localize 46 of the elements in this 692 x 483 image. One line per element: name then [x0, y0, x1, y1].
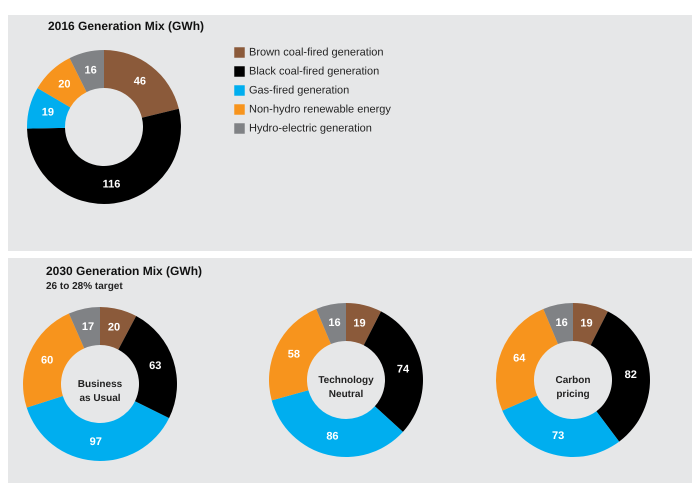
data-label: 20 — [108, 322, 120, 334]
donut-slice — [104, 50, 179, 118]
data-label: 63 — [149, 360, 162, 372]
donut-slice — [316, 303, 346, 344]
data-label: 82 — [624, 368, 637, 381]
donut-slice — [27, 108, 181, 204]
data-label: 73 — [552, 430, 564, 442]
donut-slice — [68, 307, 100, 348]
chart-subtitle: 26 to 28% target — [46, 281, 124, 292]
donut-slice — [573, 303, 608, 346]
donut-slice — [27, 88, 70, 129]
data-label: 16 — [84, 64, 97, 77]
data-label: 116 — [102, 178, 120, 191]
legend-label: Brown coal-fired generation — [249, 46, 384, 58]
donut-slice — [346, 303, 381, 346]
legend-label: Gas-fired generation — [249, 84, 350, 96]
data-label: 19 — [42, 106, 54, 118]
data-label: 86 — [326, 430, 339, 442]
data-label: 60 — [40, 354, 54, 366]
donut-slice — [590, 311, 650, 442]
data-label: 97 — [90, 436, 102, 448]
data-label: 20 — [58, 78, 70, 91]
legend-label: Non-hydro renewable energy — [249, 104, 392, 116]
text: Technology Neutral — [318, 375, 374, 400]
legend-label: Hydro-electric generation — [249, 122, 372, 134]
data-label: 17 — [82, 321, 94, 334]
data-label: 16 — [555, 317, 568, 330]
data-label: 19 — [580, 318, 593, 330]
chart-title: 2030 Generation Mix (GWh) — [46, 264, 202, 278]
donut-slice — [543, 303, 573, 344]
data-label: 46 — [134, 75, 146, 88]
data-label: 74 — [396, 364, 410, 376]
donut-slice — [496, 308, 558, 411]
donut-slice — [272, 390, 403, 457]
donut-slice — [70, 50, 104, 92]
donut-slice — [26, 396, 170, 461]
text: Carbon pricing — [556, 375, 590, 400]
data-label: 64 — [513, 352, 526, 364]
data-label: 16 — [328, 317, 341, 330]
data-label: 58 — [288, 348, 300, 361]
chart-title: 2016 Generation Mix (GWh) — [48, 19, 204, 33]
donut-slice — [38, 58, 87, 108]
data-label: 19 — [353, 318, 366, 330]
text: Business as Usual — [78, 379, 123, 404]
donut-slice — [100, 307, 136, 350]
legend-label: Black coal-fired generation — [249, 66, 380, 78]
